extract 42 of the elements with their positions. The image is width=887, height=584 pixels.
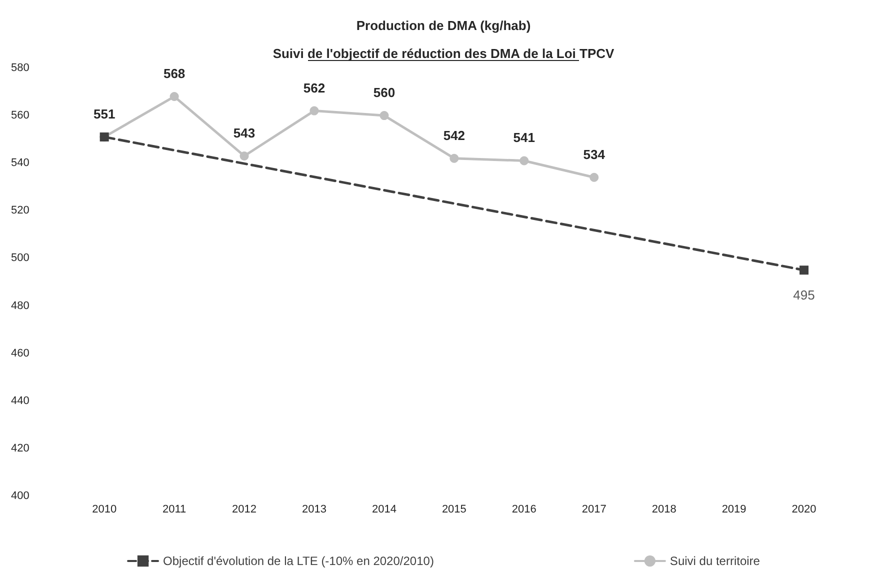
legend-label: Objectif d'évolution de la LTE (-10% en 2020/2010) [163,554,434,568]
y-tick-label: 480 [10,300,30,312]
x-tick-label: 2016 [512,504,536,516]
y-tick-label: 440 [10,394,30,407]
y-tick-label: 400 [10,490,30,502]
y-tick-label: 420 [10,442,30,454]
point [590,172,599,182]
point [170,92,179,102]
y-tick-label: 460 [10,347,30,360]
x-tick-label: 2017 [582,504,606,516]
chart-subtitle: Suivi de l'objectif de réduction des DMA de la Loi TPCV [272,46,615,61]
point [800,266,809,275]
data-label: 534 [583,146,606,162]
x-tick-label: 2018 [652,504,676,516]
data-label: 495 [793,288,815,303]
y-tick-label: 500 [10,252,30,264]
x-tick-label: 2015 [442,504,466,516]
legend-label: Suivi du territoire [670,554,760,568]
data-label: 551 [93,106,116,122]
point [380,111,389,120]
x-tick-label: 2010 [92,504,117,516]
data-label: 560 [373,85,396,100]
data-label: 542 [443,128,466,143]
y-tick-label: 580 [10,62,30,74]
x-tick-label: 2011 [162,504,186,516]
data-label: 568 [163,66,186,82]
chart-title: Production de DMA (kg/hab) [356,18,531,33]
y-tick-label: 540 [10,157,30,170]
x-tick-label: 2012 [232,504,257,516]
point [310,106,319,116]
x-tick-label: 2013 [302,504,326,516]
y-tick-label: 520 [10,204,30,217]
point [520,156,529,166]
point [240,151,249,160]
x-tick-label: 2020 [792,504,816,516]
data-label: 562 [303,80,326,96]
x-tick-label: 2019 [722,504,746,516]
data-label: 541 [513,130,535,146]
data-label: 543 [233,125,256,140]
point [450,154,459,163]
y-tick-label: 560 [10,110,30,122]
x-tick-label: 2014 [372,504,396,516]
